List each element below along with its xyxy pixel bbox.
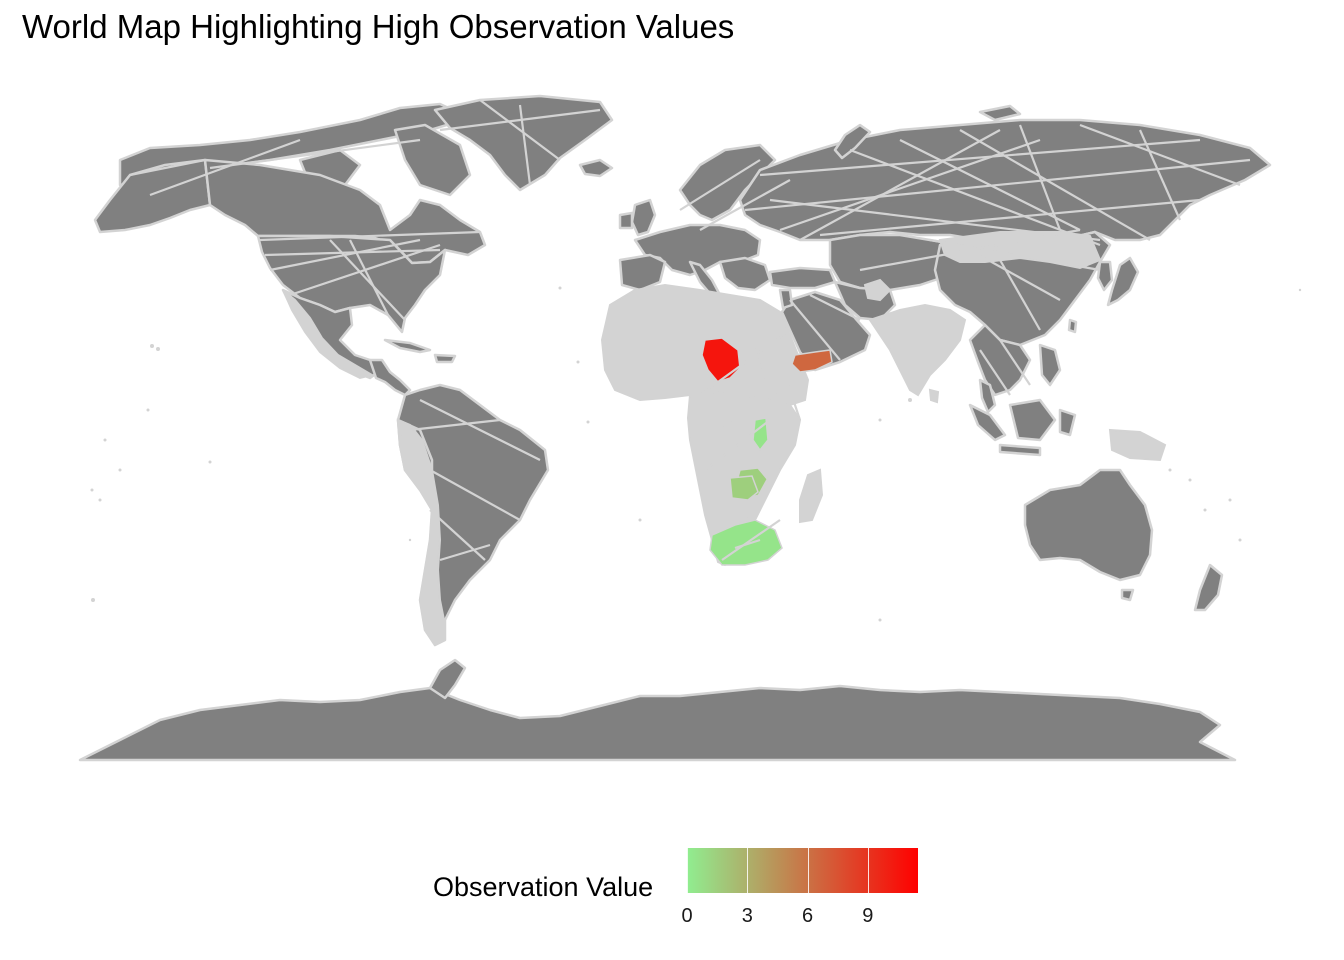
- legend-title: Observation Value: [433, 872, 654, 902]
- land-japan: [1106, 256, 1140, 307]
- region-malawi: [752, 417, 769, 452]
- land-layer: [78, 94, 1272, 762]
- legend-tick-mark: [807, 848, 809, 893]
- land-uk: [630, 198, 657, 237]
- land-philippines: [1038, 343, 1062, 387]
- land-turkey: [768, 266, 837, 290]
- legend-tick-label: 9: [862, 905, 874, 927]
- land-sumatra: [968, 403, 1007, 442]
- land-taiwan: [1067, 318, 1078, 334]
- region-yemen: [791, 349, 833, 373]
- land-balkans: [718, 256, 772, 292]
- map-title: World Map Highlighting High Observation …: [22, 8, 735, 45]
- land-tasmania: [1120, 588, 1135, 602]
- land-mexico-west: [282, 289, 375, 380]
- land-iberia: [618, 253, 667, 292]
- land-new-zealand: [1193, 563, 1224, 612]
- legend-tick-label: 0: [681, 905, 693, 927]
- legend-tick-mark: [747, 848, 749, 893]
- land-antarctic-peninsula: [428, 658, 467, 700]
- land-java: [998, 443, 1042, 457]
- region-chad: [701, 337, 741, 383]
- land-baffin-island: [393, 123, 472, 197]
- land-cuba: [383, 338, 432, 354]
- land-malay-peninsula: [978, 378, 997, 414]
- land-siberian-islands: [978, 104, 1022, 122]
- land-korea: [1096, 260, 1114, 292]
- legend-tick-label: 3: [741, 905, 753, 927]
- land-ireland: [618, 211, 634, 230]
- land-central-america: [368, 358, 412, 397]
- legend-tick-mark: [867, 848, 869, 893]
- land-kazakh-steppe: [938, 231, 1102, 270]
- land-middle-east-band: [863, 278, 892, 302]
- land-levant: [778, 288, 794, 310]
- region-botswana: [729, 475, 759, 501]
- land-iceland: [578, 158, 614, 178]
- land-borneo: [1008, 398, 1057, 442]
- legend-tick-mark: [687, 848, 688, 893]
- land-sri-lanka: [928, 388, 940, 404]
- highlight-layer: [701, 337, 833, 566]
- land-greenland: [433, 94, 614, 192]
- legend-tick-label: 6: [801, 905, 814, 927]
- land-australia: [1023, 468, 1154, 582]
- land-new-guinea: [1108, 428, 1167, 462]
- border-lines: [129, 99, 1251, 562]
- land-antarctica: [78, 684, 1237, 762]
- land-madagascar: [799, 468, 824, 524]
- land-india: [868, 303, 967, 397]
- land-alaska: [93, 158, 212, 234]
- land-russia: [738, 118, 1272, 247]
- small-islands: [90, 286, 1302, 622]
- land-sulawesi: [1058, 408, 1077, 437]
- land-arabia: [780, 290, 872, 372]
- land-novaya-zemlya: [833, 123, 872, 160]
- legend-color-bar: [687, 848, 918, 893]
- land-southeast-asia: [968, 323, 1032, 397]
- land-hispaniola: [433, 353, 457, 364]
